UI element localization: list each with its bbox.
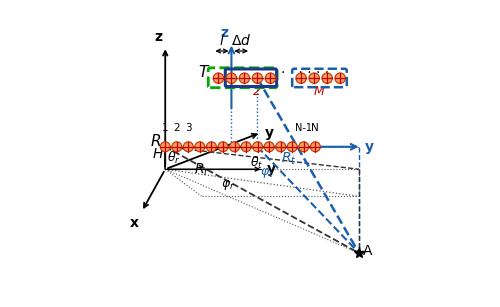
- Text: 3: 3: [185, 123, 192, 134]
- Text: A: A: [364, 244, 373, 258]
- Circle shape: [264, 142, 274, 152]
- Text: z: z: [154, 30, 162, 44]
- Text: $l$: $l$: [219, 33, 225, 48]
- Circle shape: [206, 142, 216, 152]
- Text: 2: 2: [254, 84, 262, 98]
- Text: $\theta_r$: $\theta_r$: [166, 150, 180, 166]
- Circle shape: [160, 142, 170, 152]
- Circle shape: [213, 73, 224, 84]
- Text: · · · · · ·: · · · · · ·: [281, 66, 329, 80]
- Circle shape: [184, 142, 194, 152]
- Circle shape: [195, 142, 205, 152]
- Circle shape: [335, 73, 345, 84]
- Text: $\theta_t$: $\theta_t$: [250, 155, 263, 171]
- Text: y: y: [365, 140, 374, 154]
- Circle shape: [218, 142, 228, 152]
- Text: $\varphi_r$: $\varphi_r$: [220, 178, 235, 192]
- Circle shape: [309, 73, 320, 84]
- Circle shape: [276, 142, 285, 152]
- Circle shape: [265, 73, 276, 84]
- Circle shape: [296, 73, 306, 84]
- Text: $R_r$: $R_r$: [194, 162, 210, 178]
- Text: y: y: [267, 162, 276, 176]
- Text: M: M: [314, 85, 325, 98]
- Circle shape: [288, 142, 297, 152]
- Circle shape: [299, 142, 309, 152]
- Circle shape: [252, 73, 262, 84]
- Circle shape: [310, 142, 320, 152]
- Circle shape: [226, 73, 236, 84]
- Text: N-1: N-1: [296, 123, 312, 134]
- Text: z: z: [220, 26, 228, 41]
- Text: $\Delta d$: $\Delta d$: [231, 33, 252, 48]
- Circle shape: [239, 73, 250, 84]
- Text: H: H: [153, 147, 164, 161]
- Circle shape: [252, 142, 262, 152]
- Circle shape: [172, 142, 182, 152]
- Text: $\varphi_t$: $\varphi_t$: [260, 166, 274, 180]
- Text: N: N: [312, 123, 319, 134]
- Text: x: x: [130, 216, 139, 231]
- Circle shape: [241, 142, 251, 152]
- Circle shape: [230, 142, 239, 152]
- Text: $R_t$: $R_t$: [282, 150, 297, 166]
- Text: 2: 2: [174, 123, 180, 134]
- Text: T: T: [198, 65, 207, 80]
- Text: 1: 1: [162, 123, 168, 134]
- Text: R: R: [150, 134, 161, 149]
- Circle shape: [322, 73, 332, 84]
- Text: y: y: [264, 126, 274, 140]
